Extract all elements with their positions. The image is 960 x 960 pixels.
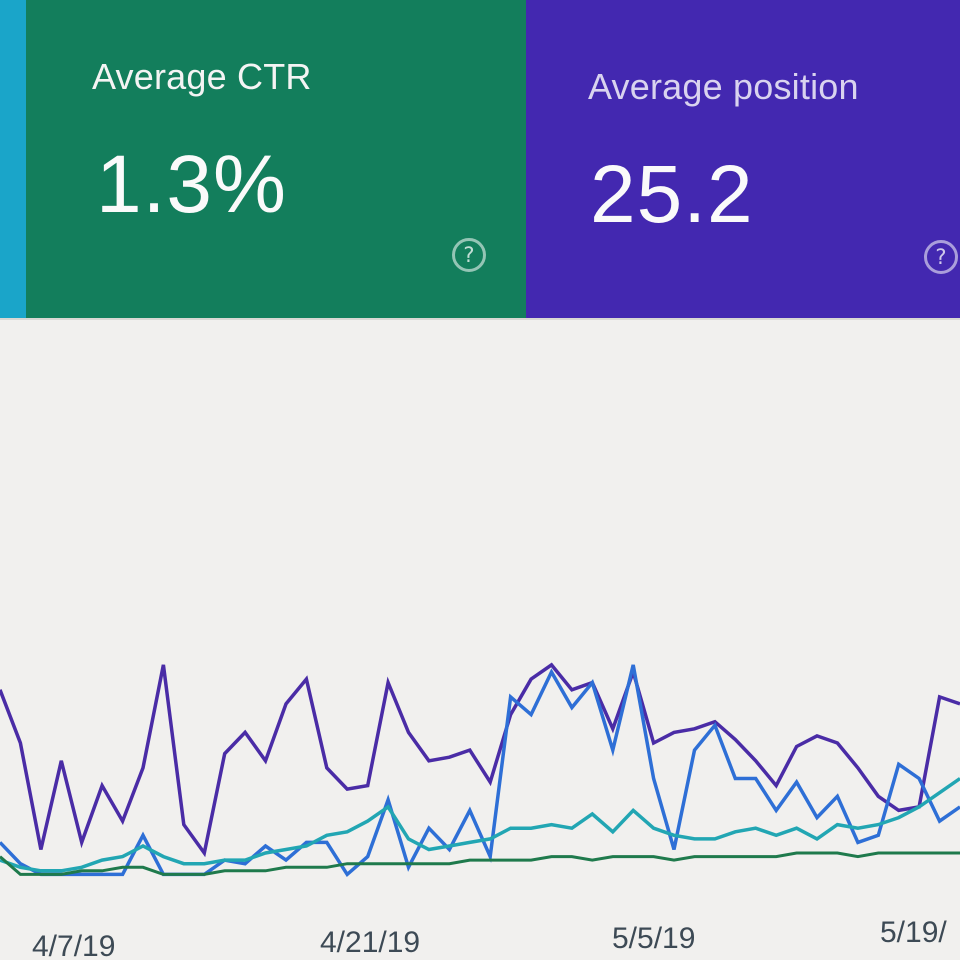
x-tick-label: 4/7/19 [32, 930, 115, 960]
chart-series-line [0, 664, 960, 878]
average-position-card[interactable]: Average position 25.2 ? [526, 0, 960, 318]
card-divider [0, 318, 960, 320]
average-ctr-value: 1.3% [96, 139, 287, 230]
average-ctr-card[interactable]: Average CTR 1.3% ? [26, 0, 526, 318]
x-tick-label: 4/21/19 [320, 926, 420, 959]
summary-cards: Average CTR 1.3% ? Average position 25.2… [0, 0, 960, 318]
help-icon[interactable]: ? [924, 240, 958, 274]
chart-series-line [0, 777, 960, 873]
x-tick-label: 5/19/ [880, 916, 947, 949]
average-position-value: 25.2 [590, 149, 754, 240]
chart-series-line [0, 662, 960, 858]
x-tick-label: 5/5/19 [612, 922, 695, 955]
average-position-label: Average position [588, 66, 859, 107]
average-ctr-label: Average CTR [92, 56, 312, 97]
help-icon[interactable]: ? [452, 238, 486, 272]
performance-chart[interactable]: 4/7/19 4/21/19 5/5/19 5/19/ [0, 320, 960, 960]
metric-card-partial[interactable] [0, 0, 26, 318]
chart-lines [0, 662, 960, 878]
chart-series-line [0, 851, 960, 876]
